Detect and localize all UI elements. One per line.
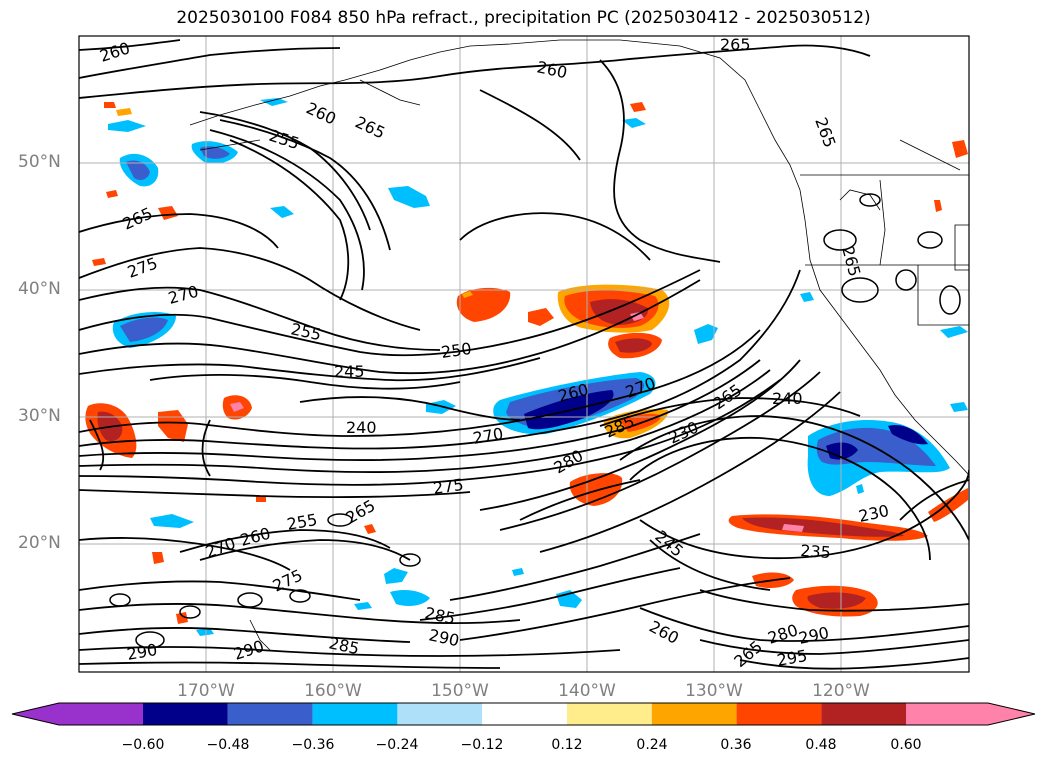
map-frame bbox=[78, 35, 970, 673]
contour-label: 245 bbox=[334, 362, 365, 381]
lat-label: 30°N bbox=[18, 406, 61, 426]
colorbar-tick-label: −0.36 bbox=[291, 737, 335, 753]
colorbar-segment bbox=[397, 703, 483, 725]
colorbar-extend-high bbox=[906, 703, 1035, 725]
colorbar-tick-label: 0.48 bbox=[805, 737, 837, 753]
contour-label: 240 bbox=[346, 418, 377, 437]
colorbar-tick-label: −0.12 bbox=[460, 737, 504, 753]
colorbar-segment bbox=[567, 703, 652, 725]
colorbar-segment bbox=[651, 703, 737, 725]
colorbar-tick-label: −0.24 bbox=[375, 737, 419, 753]
colorbar-tick-label: 0.24 bbox=[636, 737, 668, 753]
colorbar-segment bbox=[482, 703, 567, 725]
chart-title: 2025030100 F084 850 hPa refract., precip… bbox=[176, 8, 871, 28]
colorbar-tick-label: 0.60 bbox=[890, 737, 922, 753]
contour-label: 275 bbox=[432, 475, 465, 498]
lon-label: 140°W bbox=[558, 681, 616, 701]
colorbar-outline bbox=[11, 702, 1036, 726]
precip-negative-areas bbox=[108, 98, 968, 636]
colorbar-segment bbox=[143, 703, 228, 725]
contour-label: 235 bbox=[800, 541, 832, 562]
lat-label: 50°N bbox=[18, 152, 61, 172]
colorbar-tick-label: −0.48 bbox=[206, 737, 250, 753]
lon-label: 160°W bbox=[304, 681, 362, 701]
lat-lon-grid bbox=[79, 36, 969, 672]
small-contour-cells bbox=[109, 193, 961, 649]
colorbar-extend-low bbox=[12, 703, 143, 725]
lon-label: 130°W bbox=[685, 681, 743, 701]
contour-label: 250 bbox=[440, 339, 473, 362]
colorbar-segment bbox=[821, 703, 907, 725]
lat-label: 40°N bbox=[18, 279, 61, 299]
contour-label: 240 bbox=[772, 389, 803, 408]
colorbar-segment bbox=[736, 703, 822, 725]
colorbar-tick-label: −0.60 bbox=[121, 737, 165, 753]
coastlines bbox=[189, 39, 969, 651]
lat-label: 20°N bbox=[18, 533, 61, 553]
lon-label: 150°W bbox=[431, 681, 489, 701]
colorbar-tick-label: 0.12 bbox=[551, 737, 583, 753]
colorbar-tick-label: 0.36 bbox=[720, 737, 752, 753]
lon-label: 170°W bbox=[177, 681, 235, 701]
colorbar bbox=[11, 702, 1036, 726]
refractivity-contours bbox=[79, 39, 969, 670]
colorbar-segment bbox=[227, 703, 313, 725]
lon-label: 120°W bbox=[812, 681, 870, 701]
contour-label: 265 bbox=[720, 35, 751, 54]
colorbar-segment bbox=[312, 703, 398, 725]
